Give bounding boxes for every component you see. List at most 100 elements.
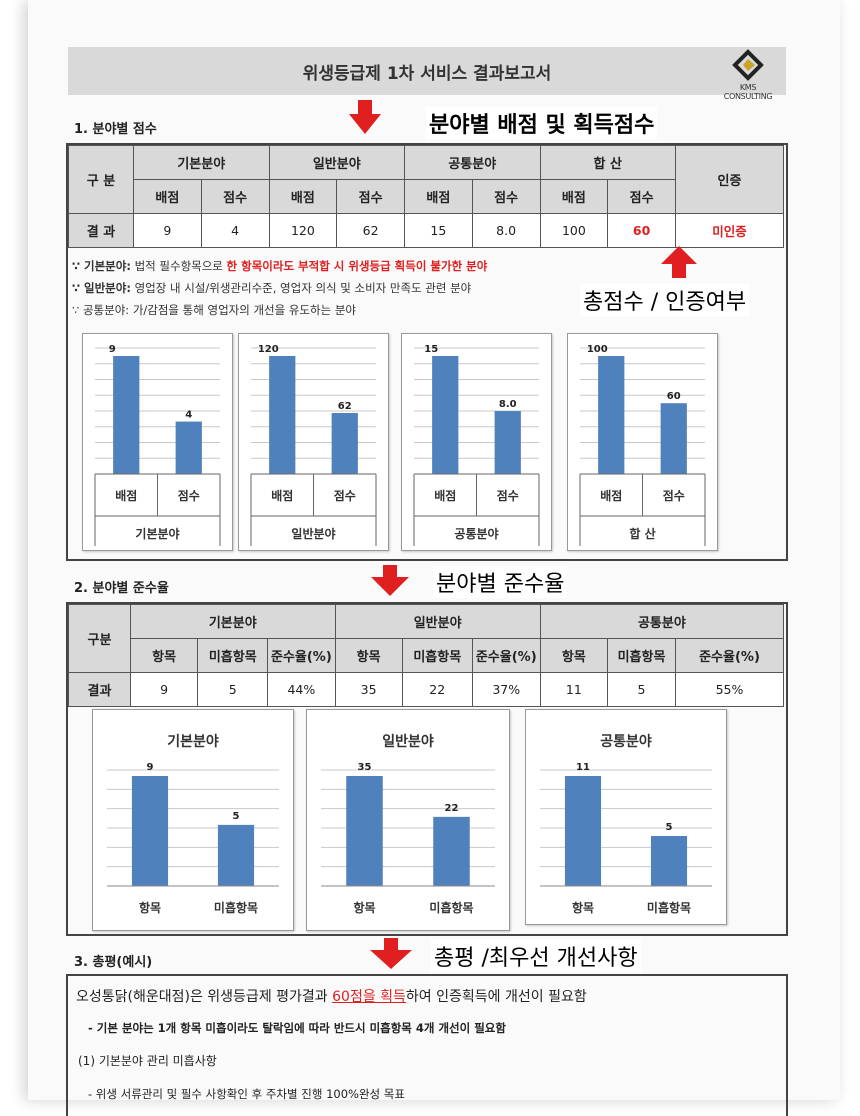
group-common: 공통분야 bbox=[404, 145, 541, 180]
tick-label: 점수 bbox=[178, 488, 200, 503]
chart-bar bbox=[432, 356, 459, 474]
chart-bar bbox=[131, 776, 169, 886]
group-general: 일반분야 bbox=[334, 604, 541, 639]
table-cell: 35 bbox=[334, 672, 403, 707]
sub-header: 점수 bbox=[471, 179, 541, 214]
group-general: 일반분야 bbox=[268, 145, 405, 180]
section1-frame bbox=[66, 143, 788, 561]
kms-logo: KMS CONSULTING bbox=[716, 49, 780, 101]
note-common: ∵ 공통분야: 가/감점을 통해 영업자의 개선을 유도하는 분야 bbox=[72, 303, 356, 317]
data-label: 22 bbox=[445, 803, 459, 814]
sub-header: 항목 bbox=[129, 638, 199, 673]
sub-header: 미흡항목 bbox=[607, 638, 676, 673]
report-title: 위생등급제 1차 서비스 결과보고서 bbox=[302, 64, 552, 84]
table-cell: 120 bbox=[268, 213, 338, 248]
group-label: 공통분야 bbox=[454, 526, 498, 541]
table-cell: 8.0 bbox=[471, 213, 541, 248]
tick-label: 점수 bbox=[497, 488, 519, 503]
sub-header: 항목 bbox=[539, 638, 609, 673]
chart-bar bbox=[650, 836, 688, 886]
sub-header: 미흡항목 bbox=[401, 638, 473, 673]
data-label: 11 bbox=[576, 762, 590, 773]
summary-item: - 위생 서류관리 및 필수 사항확인 후 주차별 진행 100%완성 목표 bbox=[88, 1087, 405, 1101]
data-label: 5 bbox=[666, 822, 673, 833]
chart-title: 기본분야 bbox=[167, 733, 219, 750]
sub-header: 점수 bbox=[607, 179, 676, 214]
sub-header: 미흡항목 bbox=[197, 638, 269, 673]
chart-common-score: 15 8.0 배점 점수 공통분야 bbox=[401, 333, 552, 551]
tick-label: 배점 bbox=[434, 488, 456, 503]
table-cell: 11 bbox=[539, 672, 609, 707]
tick-label: 점수 bbox=[334, 488, 356, 503]
table-cell: 5 bbox=[607, 672, 676, 707]
section3-title: 3. 총평(예시) bbox=[74, 955, 153, 970]
data-label: 9 bbox=[147, 762, 154, 773]
group-basic: 기본분야 bbox=[130, 604, 336, 639]
row-header: 구 분 bbox=[68, 145, 134, 214]
table-cell: 37% bbox=[471, 672, 541, 707]
chart-svg: 기본분야 9 항목 5 미흡항목 bbox=[107, 733, 279, 915]
table-cell: 4 bbox=[200, 213, 270, 248]
row-header: 구분 bbox=[68, 604, 131, 673]
tick-label: 항목 bbox=[572, 900, 594, 915]
chart-bar bbox=[433, 816, 470, 886]
summary-headline: 오성통닭(해운대점)은 위생등급제 평가결과 60점을 획득하여 인증획득에 개… bbox=[76, 986, 587, 1006]
result-label: 결과 bbox=[68, 672, 131, 707]
total-score-cell: 60 bbox=[607, 213, 676, 248]
arrow-down-icon bbox=[370, 938, 412, 969]
group-label: 기본분야 bbox=[135, 526, 179, 541]
group-basic: 기본분야 bbox=[133, 145, 270, 180]
cert-status-cell: 미인증 bbox=[675, 213, 784, 248]
table-cell: 100 bbox=[539, 213, 609, 248]
chart-title: 공통분야 bbox=[600, 733, 652, 750]
chart-bar bbox=[331, 413, 358, 474]
group-common: 공통분야 bbox=[539, 604, 785, 639]
note-basic: ∵ 기본분야: 법적 필수항목으로 한 항목이라도 부적합 시 위생등급 획득이… bbox=[72, 258, 487, 274]
chart-svg: 공통분야 11 항목 5 미흡항목 bbox=[540, 733, 712, 915]
note-label: ∵ 일반분야: bbox=[72, 281, 131, 295]
group-label: 일반분야 bbox=[291, 526, 335, 541]
summary-text: 오성통닭(해운대점)은 위생등급제 평가결과 bbox=[76, 989, 333, 1005]
chart-common-compliance: 공통분야 11 항목 5 미흡항목 bbox=[525, 709, 727, 925]
data-label: 60 bbox=[667, 391, 681, 402]
data-label: 9 bbox=[109, 344, 116, 355]
section2-frame bbox=[66, 602, 788, 936]
table-cell: 9 bbox=[133, 213, 202, 248]
chart-general-compliance: 일반분야 35 항목 22 미흡항목 bbox=[306, 709, 510, 931]
note-label: ∵ 기본분야: bbox=[72, 259, 131, 273]
arrow-down-icon bbox=[371, 565, 409, 596]
table-cell: 9 bbox=[129, 672, 199, 707]
summary-score-highlight: 60점을 획득 bbox=[332, 989, 406, 1005]
data-label: 35 bbox=[358, 762, 372, 773]
data-label: 100 bbox=[587, 344, 608, 355]
table-cell: 44% bbox=[267, 672, 336, 707]
tick-label: 항목 bbox=[139, 900, 161, 915]
section1-title: 1. 분야별 점수 bbox=[74, 122, 157, 137]
chart-bar bbox=[269, 356, 296, 474]
table-cell: 22 bbox=[401, 672, 473, 707]
cert-header: 인증 bbox=[675, 145, 784, 214]
table-cell: 15 bbox=[404, 213, 473, 248]
score-table: 구 분 기본분야 일반분야 공통분야 합 산 인증 배점 점수 배점 점수 배점… bbox=[68, 145, 784, 248]
sub-header: 준수율(%) bbox=[267, 638, 336, 673]
section3-annotation: 총평 /최우선 개선사항 bbox=[431, 940, 641, 972]
result-label: 결 과 bbox=[68, 213, 134, 248]
section2-annotation: 분야별 준수율 bbox=[433, 566, 568, 598]
tick-label: 점수 bbox=[663, 488, 685, 503]
arrow-down-icon bbox=[349, 100, 381, 134]
section1-annotation2: 총점수 / 인증여부 bbox=[580, 284, 750, 316]
chart-bar bbox=[494, 411, 521, 474]
section2-title: 2. 분야별 준수율 bbox=[74, 581, 169, 596]
note-text: 영업장 내 시설/위생관리수준, 영업자 의식 및 소비자 만족도 관련 분야 bbox=[130, 281, 472, 295]
chart-basic-compliance: 기본분야 9 항목 5 미흡항목 bbox=[92, 709, 294, 931]
group-total: 합 산 bbox=[539, 145, 676, 180]
data-label: 8.0 bbox=[499, 399, 517, 410]
sub-header: 점수 bbox=[336, 179, 405, 214]
summary-text: 하여 인증획득에 개선이 필요함 bbox=[405, 989, 587, 1005]
tick-label: 배점 bbox=[115, 488, 137, 503]
note-text: 법적 필수항목으로 bbox=[130, 259, 227, 273]
chart-title: 일반분야 bbox=[382, 733, 434, 750]
